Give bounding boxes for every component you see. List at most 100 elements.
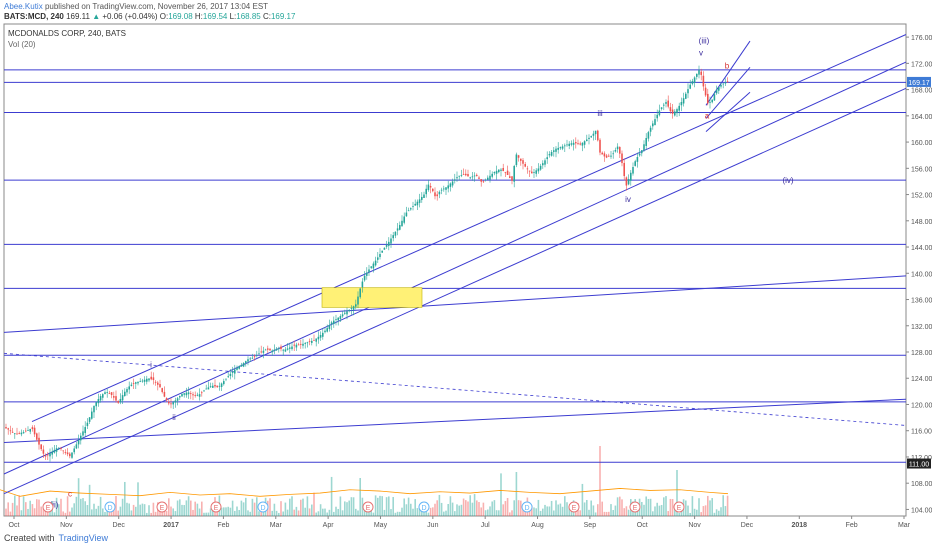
candle-body [44, 455, 47, 457]
candle-body [311, 340, 313, 343]
candle-body [93, 405, 95, 413]
volume-bar [709, 500, 711, 516]
candle-body [249, 358, 251, 360]
volume-bar [416, 508, 419, 516]
volume-bar [434, 503, 436, 516]
x-tick-label: Nov [688, 522, 701, 529]
event-marker-label: E [160, 505, 165, 512]
candle-body [258, 353, 260, 355]
candle-body [603, 153, 606, 157]
wave-label: (iii) [699, 37, 710, 46]
candle-body [31, 427, 34, 430]
price-axis[interactable]: 104.00 108.00 112.00 116.00 120.00 124.00 128.… [906, 35, 932, 514]
volume-bar [484, 510, 487, 516]
candle-body [561, 146, 564, 149]
candle-body [669, 107, 672, 112]
high-label: H: [194, 12, 203, 21]
candle-body [150, 376, 152, 380]
volume-bar [539, 510, 542, 516]
candle-body [271, 350, 273, 353]
candle-body [493, 172, 496, 174]
event-marker-icon [210, 501, 222, 513]
volume-bar [172, 508, 174, 516]
volume-bar [535, 508, 537, 516]
event-marker-label: D [107, 505, 112, 512]
volume-bar [493, 500, 496, 516]
volume-bar [537, 499, 540, 516]
volume-bar [330, 476, 333, 516]
candle-body [223, 381, 225, 385]
candle-body [300, 343, 302, 345]
volume-bar [504, 501, 507, 516]
volume-bar [564, 496, 566, 516]
volume-bar [581, 483, 584, 516]
event-marker-label: E [572, 505, 577, 512]
volume-bar [660, 504, 663, 516]
volume-bar [456, 504, 458, 516]
candle-body [506, 170, 509, 176]
author-link[interactable]: Abee.Kutix [4, 2, 43, 11]
trend-line [3, 61, 907, 475]
volume-bar [597, 504, 599, 516]
volume-bar [645, 496, 647, 516]
volume-bar [341, 510, 344, 516]
volume-bar [335, 506, 337, 516]
volume-bar [280, 501, 282, 516]
candle-body [240, 364, 243, 367]
candle-body [317, 336, 320, 340]
event-marker-label: D [260, 505, 265, 512]
candle-body [344, 312, 346, 314]
volume-bar [29, 500, 31, 516]
volume-bar [383, 509, 386, 516]
x-tick-label: Aug [531, 522, 544, 529]
volume-bar [605, 511, 608, 516]
candle-body [405, 212, 408, 217]
tradingview-logo: TradingView [58, 533, 109, 543]
candle-body [410, 208, 412, 210]
volume-bar [533, 507, 535, 516]
highlight-box [321, 287, 423, 308]
wave-label: ii [172, 413, 176, 422]
y-tick-label: 168.00 [911, 88, 932, 95]
volume-bar [9, 511, 12, 516]
volume-bar [297, 510, 300, 516]
candle-body [295, 344, 298, 348]
candle-body [66, 452, 69, 455]
volume-bar [652, 511, 654, 516]
candle-body [291, 346, 293, 350]
x-tick-label: Jun [427, 522, 438, 529]
volume-bar [663, 497, 665, 516]
candle-body [113, 396, 115, 398]
candle-body [456, 177, 458, 179]
volume-bar [247, 510, 249, 516]
x-tick-label: Jul [481, 522, 490, 529]
volume-bar [289, 498, 291, 516]
candle-body [392, 235, 394, 239]
candle-body [599, 139, 601, 153]
candle-body [539, 165, 542, 170]
candle-body [478, 177, 480, 179]
candle-body [278, 348, 280, 350]
candle-body [174, 400, 177, 403]
volume-bar [403, 498, 405, 516]
candle-body [238, 366, 240, 369]
volume-bar [696, 509, 698, 516]
y-tick-label: 176.00 [911, 35, 932, 42]
x-tick-label: Feb [217, 522, 229, 529]
candle-body [40, 444, 42, 450]
candle-body [339, 316, 342, 319]
volume-bar [260, 511, 262, 516]
candle-body [121, 395, 124, 401]
volume-bar [467, 501, 469, 516]
candle-body [559, 147, 562, 149]
volume-bar [583, 502, 586, 516]
volume-bar [704, 505, 707, 516]
candle-body [106, 392, 108, 393]
volume-bar [60, 498, 62, 516]
time-axis[interactable]: Oct Nov Dec 2017 Feb Mar Apr May Jun Jul Aug Sep Oct… [9, 516, 911, 529]
candle-body [385, 244, 388, 247]
price-badge [907, 458, 931, 469]
volume-bar [511, 510, 513, 516]
candle-body [663, 104, 665, 106]
